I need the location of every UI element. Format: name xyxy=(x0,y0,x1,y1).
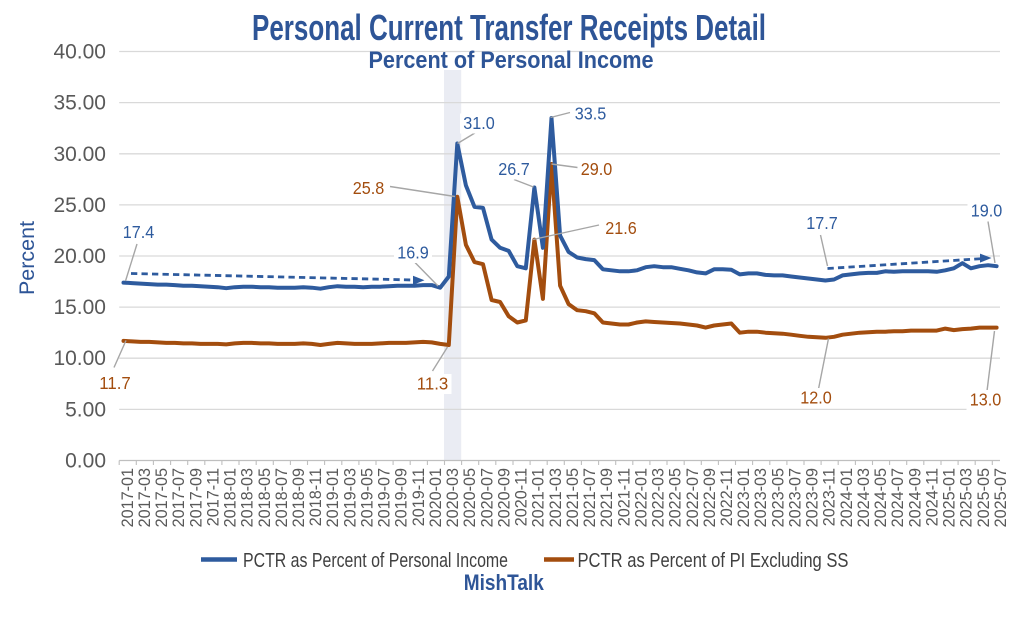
svg-text:2023-07: 2023-07 xyxy=(786,468,804,527)
svg-text:10.00: 10.00 xyxy=(53,347,106,370)
svg-text:17.4: 17.4 xyxy=(123,222,155,242)
svg-text:2017-01: 2017-01 xyxy=(119,468,137,527)
svg-text:30.00: 30.00 xyxy=(53,143,106,166)
svg-text:2022-05: 2022-05 xyxy=(667,468,685,527)
svg-text:25.00: 25.00 xyxy=(53,194,106,217)
svg-text:15.00: 15.00 xyxy=(53,296,106,319)
svg-text:13.0: 13.0 xyxy=(970,390,1002,410)
svg-text:2021-03: 2021-03 xyxy=(547,468,565,527)
svg-text:2019-03: 2019-03 xyxy=(341,468,359,527)
svg-text:21.6: 21.6 xyxy=(605,218,637,238)
svg-text:2018-09: 2018-09 xyxy=(290,468,308,527)
svg-text:2024-07: 2024-07 xyxy=(889,468,907,527)
svg-text:2022-03: 2022-03 xyxy=(649,468,667,527)
svg-text:2020-09: 2020-09 xyxy=(495,468,513,527)
svg-text:MishTalk: MishTalk xyxy=(464,570,545,595)
svg-text:2021-11: 2021-11 xyxy=(615,468,633,526)
svg-text:2020-03: 2020-03 xyxy=(444,468,462,527)
svg-text:Percent of Personal Income: Percent of Personal Income xyxy=(369,47,654,74)
svg-text:2017-09: 2017-09 xyxy=(187,468,205,527)
svg-text:2023-03: 2023-03 xyxy=(752,468,770,527)
svg-text:19.0: 19.0 xyxy=(971,201,1003,221)
svg-text:2021-05: 2021-05 xyxy=(564,468,582,527)
svg-text:2019-05: 2019-05 xyxy=(358,468,376,527)
svg-text:2025-01: 2025-01 xyxy=(941,468,959,527)
svg-text:2018-03: 2018-03 xyxy=(239,468,257,527)
svg-text:2018-01: 2018-01 xyxy=(221,468,239,527)
svg-text:0.00: 0.00 xyxy=(65,450,106,473)
svg-text:2024-11: 2024-11 xyxy=(923,468,941,526)
svg-text:PCTR as Percent of Personal In: PCTR as Percent of Personal Income xyxy=(243,550,508,572)
svg-text:2021-07: 2021-07 xyxy=(581,468,599,527)
svg-text:16.9: 16.9 xyxy=(397,243,429,263)
svg-text:12.0: 12.0 xyxy=(800,388,832,408)
svg-text:2024-03: 2024-03 xyxy=(855,468,873,527)
svg-text:2020-01: 2020-01 xyxy=(427,468,445,527)
svg-text:2022-11: 2022-11 xyxy=(718,468,736,526)
svg-text:11.7: 11.7 xyxy=(99,373,131,393)
svg-text:26.7: 26.7 xyxy=(498,159,530,179)
svg-text:2017-05: 2017-05 xyxy=(153,468,171,527)
svg-text:29.0: 29.0 xyxy=(581,159,613,179)
svg-text:2022-07: 2022-07 xyxy=(684,468,702,527)
svg-text:2022-09: 2022-09 xyxy=(701,468,719,527)
svg-text:2020-07: 2020-07 xyxy=(478,468,496,527)
svg-text:33.5: 33.5 xyxy=(575,104,607,124)
svg-text:25.8: 25.8 xyxy=(353,178,385,198)
svg-text:2018-11: 2018-11 xyxy=(307,468,325,526)
svg-text:2025-05: 2025-05 xyxy=(975,468,993,527)
svg-text:2023-05: 2023-05 xyxy=(769,468,787,527)
svg-text:5.00: 5.00 xyxy=(65,398,106,421)
svg-text:2018-07: 2018-07 xyxy=(273,468,291,527)
svg-text:PCTR as Percent of PI Excludin: PCTR as Percent of PI Excluding SS xyxy=(578,550,849,572)
svg-text:2020-05: 2020-05 xyxy=(461,468,479,527)
svg-text:2019-07: 2019-07 xyxy=(376,468,394,527)
svg-text:2020-11: 2020-11 xyxy=(513,468,531,526)
svg-text:20.00: 20.00 xyxy=(53,245,106,268)
svg-text:2017-07: 2017-07 xyxy=(170,468,188,527)
svg-text:31.0: 31.0 xyxy=(463,113,495,133)
svg-text:2025-03: 2025-03 xyxy=(958,468,976,527)
svg-text:40.00: 40.00 xyxy=(53,41,106,64)
svg-text:2023-01: 2023-01 xyxy=(735,468,753,527)
svg-text:2024-09: 2024-09 xyxy=(906,468,924,527)
svg-text:2017-03: 2017-03 xyxy=(136,468,154,527)
svg-text:2023-11: 2023-11 xyxy=(821,468,839,526)
svg-text:2021-09: 2021-09 xyxy=(598,468,616,527)
svg-text:Percent: Percent xyxy=(15,221,39,295)
svg-text:2018-05: 2018-05 xyxy=(256,468,274,527)
svg-text:2017-11: 2017-11 xyxy=(204,468,222,526)
svg-text:2019-11: 2019-11 xyxy=(410,468,428,526)
svg-text:Personal Current Transfer Rece: Personal Current Transfer Receipts Detai… xyxy=(252,7,766,48)
svg-text:2024-01: 2024-01 xyxy=(838,468,856,527)
svg-text:2019-01: 2019-01 xyxy=(324,468,342,527)
svg-text:2022-01: 2022-01 xyxy=(632,468,650,527)
svg-text:2024-05: 2024-05 xyxy=(872,468,890,527)
svg-text:2025-07: 2025-07 xyxy=(992,468,1010,527)
svg-text:35.00: 35.00 xyxy=(53,92,106,115)
svg-text:2021-01: 2021-01 xyxy=(530,468,548,527)
svg-text:17.7: 17.7 xyxy=(806,213,838,233)
svg-text:2023-09: 2023-09 xyxy=(804,468,822,527)
svg-text:2019-09: 2019-09 xyxy=(393,468,411,527)
svg-text:11.3: 11.3 xyxy=(417,374,449,394)
